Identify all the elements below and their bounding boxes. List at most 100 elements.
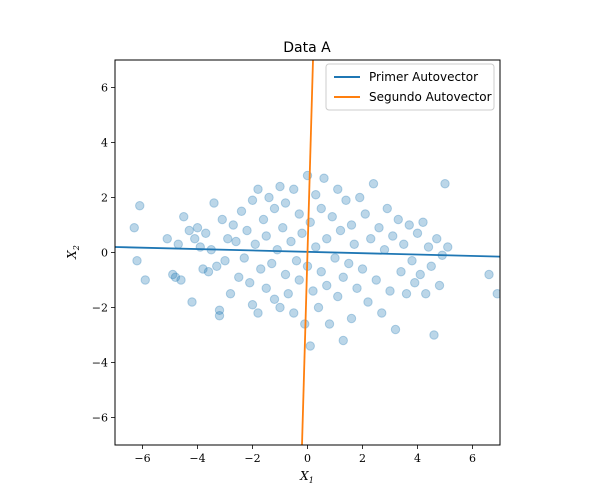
y-axis-label: X2	[65, 245, 81, 260]
data-point	[426, 261, 436, 271]
data-point	[333, 184, 343, 194]
data-point	[236, 206, 247, 216]
data-point	[412, 228, 423, 238]
data-point	[280, 198, 291, 208]
data-point	[203, 267, 214, 277]
data-point	[335, 225, 346, 236]
data-point	[275, 302, 285, 313]
data-point	[297, 228, 307, 238]
legend-label-primer: Primer Autovector	[369, 70, 478, 84]
data-point	[360, 209, 370, 219]
data-point	[352, 283, 362, 293]
legend-label-segundo: Segundo Autovector	[369, 90, 492, 104]
x-tick-label: 2	[359, 452, 366, 465]
y-tick-label: −6	[92, 412, 108, 425]
y-axis-ticks: −6 −4 −2 0 2 4 6	[92, 82, 115, 425]
data-point	[432, 234, 442, 244]
data-point	[173, 239, 183, 249]
data-point	[363, 297, 373, 307]
data-point	[319, 173, 329, 183]
y-tick-label: 0	[101, 247, 108, 260]
data-point	[327, 212, 337, 222]
x-axis-ticks: −6 −4 −2 0 2 4 6	[134, 445, 476, 465]
data-point	[190, 234, 200, 244]
data-point	[423, 242, 434, 252]
x-axis-label-main: X	[299, 469, 309, 483]
data-point	[256, 264, 266, 274]
data-point	[132, 256, 142, 266]
y-tick-label: 4	[101, 137, 108, 150]
data-point	[269, 203, 280, 214]
data-point	[140, 275, 150, 285]
data-point	[242, 225, 252, 236]
data-point	[305, 217, 315, 227]
y-axis-label-main: X	[65, 250, 79, 260]
data-point	[313, 302, 324, 313]
eigenvector-lines	[115, 60, 500, 445]
data-point	[434, 280, 445, 291]
data-point	[484, 269, 494, 280]
legend: Primer Autovector Segundo Autovector	[325, 63, 495, 111]
x-tick-label: 4	[414, 452, 421, 465]
y-tick-label: 2	[101, 192, 108, 205]
data-point	[275, 181, 285, 192]
data-point	[209, 198, 219, 208]
data-point	[344, 258, 354, 269]
x-tick-label: −2	[244, 452, 260, 465]
data-point	[129, 223, 139, 233]
data-point	[234, 272, 244, 282]
data-point	[311, 242, 321, 252]
legend-box	[325, 63, 495, 111]
data-point	[401, 289, 412, 299]
data-point	[393, 214, 403, 225]
data-point	[440, 179, 450, 189]
data-point	[421, 289, 431, 299]
data-point	[379, 245, 390, 255]
data-point	[280, 269, 291, 280]
data-point	[396, 267, 406, 277]
data-point	[390, 324, 401, 335]
data-point	[184, 225, 194, 236]
data-point	[382, 203, 392, 214]
data-point	[267, 258, 277, 269]
y-tick-label: −2	[92, 302, 108, 315]
data-point	[322, 234, 332, 244]
data-point	[231, 236, 241, 247]
data-point	[346, 220, 357, 230]
data-point	[212, 261, 222, 271]
data-point	[201, 228, 211, 238]
data-point	[214, 311, 225, 321]
data-point	[371, 275, 381, 285]
data-point	[346, 313, 357, 324]
data-point	[418, 217, 428, 227]
scatter-points	[129, 170, 500, 351]
data-point	[192, 223, 203, 233]
data-point	[214, 305, 225, 315]
x-axis-label: X1	[299, 469, 314, 485]
data-point	[264, 192, 274, 203]
data-point	[176, 275, 186, 285]
data-point	[220, 256, 230, 266]
x-tick-label: 6	[469, 452, 476, 465]
data-point	[228, 220, 238, 230]
data-point	[377, 308, 387, 318]
data-point	[316, 267, 326, 277]
data-point	[410, 278, 420, 288]
data-point	[239, 253, 249, 263]
data-point	[374, 223, 384, 233]
data-point	[187, 297, 197, 307]
data-point	[341, 195, 351, 205]
x-tick-label: −6	[134, 452, 150, 465]
data-point	[217, 214, 227, 225]
data-point	[170, 272, 181, 282]
data-point	[322, 280, 332, 291]
data-point	[223, 234, 233, 244]
data-point	[294, 209, 304, 219]
data-point	[349, 239, 359, 249]
data-point	[333, 291, 343, 302]
data-point	[269, 294, 280, 304]
data-point	[388, 231, 398, 241]
data-point	[272, 245, 282, 255]
